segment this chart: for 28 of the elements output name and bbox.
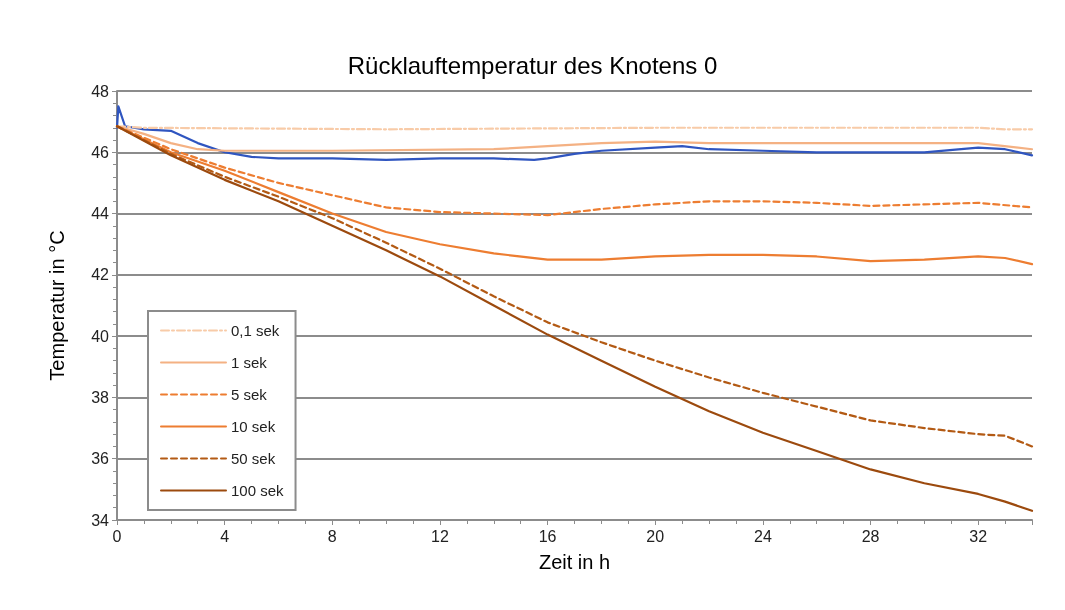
- x-tick-label: 4: [220, 527, 230, 545]
- x-tick-label: 32: [969, 527, 988, 545]
- x-tick-label: 8: [327, 527, 337, 545]
- line-series: [115, 105, 1034, 162]
- legend-label: 0,1 sek: [231, 322, 280, 339]
- legend-label: 1 sek: [231, 354, 268, 371]
- x-tick-label: 12: [431, 527, 449, 545]
- x-tick-label: 28: [861, 527, 880, 545]
- y-tick-label: 34: [91, 511, 110, 529]
- y-tick-label: 40: [91, 327, 110, 345]
- y-tick-label: 38: [91, 388, 110, 406]
- x-tick-label: 0: [112, 527, 122, 545]
- x-tick-label: 20: [646, 527, 665, 545]
- y-tick-label: 46: [91, 143, 110, 161]
- legend-label: 50 sek: [231, 450, 276, 467]
- y-tick-label: 42: [91, 266, 110, 284]
- legend-label: 10 sek: [231, 418, 276, 435]
- chart-title: Rücklauftemperatur des Knotens 0: [347, 51, 718, 79]
- y-tick-label: 48: [91, 82, 110, 100]
- legend-label: 100 sek: [231, 482, 285, 499]
- x-tick-label: 16: [538, 527, 557, 545]
- y-axis-title: Temperatur in °C: [46, 230, 68, 381]
- x-axis-title: Zeit in h: [538, 551, 611, 573]
- legend-label: 5 sek: [231, 386, 268, 403]
- y-tick-label: 36: [91, 450, 110, 468]
- y-tick-label: 44: [91, 205, 110, 223]
- line-series: [115, 125, 1034, 512]
- x-tick-label: 24: [753, 527, 772, 545]
